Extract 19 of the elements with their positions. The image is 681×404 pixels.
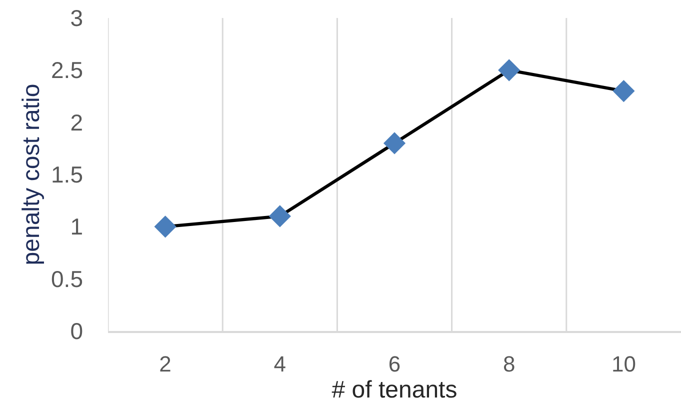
- y-tick-label: 1.5: [51, 162, 83, 188]
- x-tick-label: 8: [502, 351, 516, 376]
- x-tick-label: 4: [274, 351, 286, 376]
- point: [612, 80, 635, 102]
- x-tick-label: 10: [611, 351, 636, 376]
- y-tick-label: 1: [70, 214, 83, 240]
- y-tick-label: 2.5: [51, 57, 83, 84]
- x-tick-label: 2: [159, 351, 172, 376]
- y-axis-title: penalty cost ratio: [18, 84, 46, 266]
- y-tick-label: 3: [70, 5, 83, 32]
- x-tick-label: 6: [388, 351, 401, 376]
- y-tick-label: 2: [70, 109, 83, 136]
- point: [498, 59, 520, 82]
- point: [154, 216, 176, 238]
- x-axis-title: # of tenants: [332, 376, 458, 404]
- y-tick-label: 0.5: [51, 266, 83, 292]
- y-tick-label: 0: [70, 318, 83, 344]
- point: [268, 205, 291, 228]
- point: [383, 132, 406, 154]
